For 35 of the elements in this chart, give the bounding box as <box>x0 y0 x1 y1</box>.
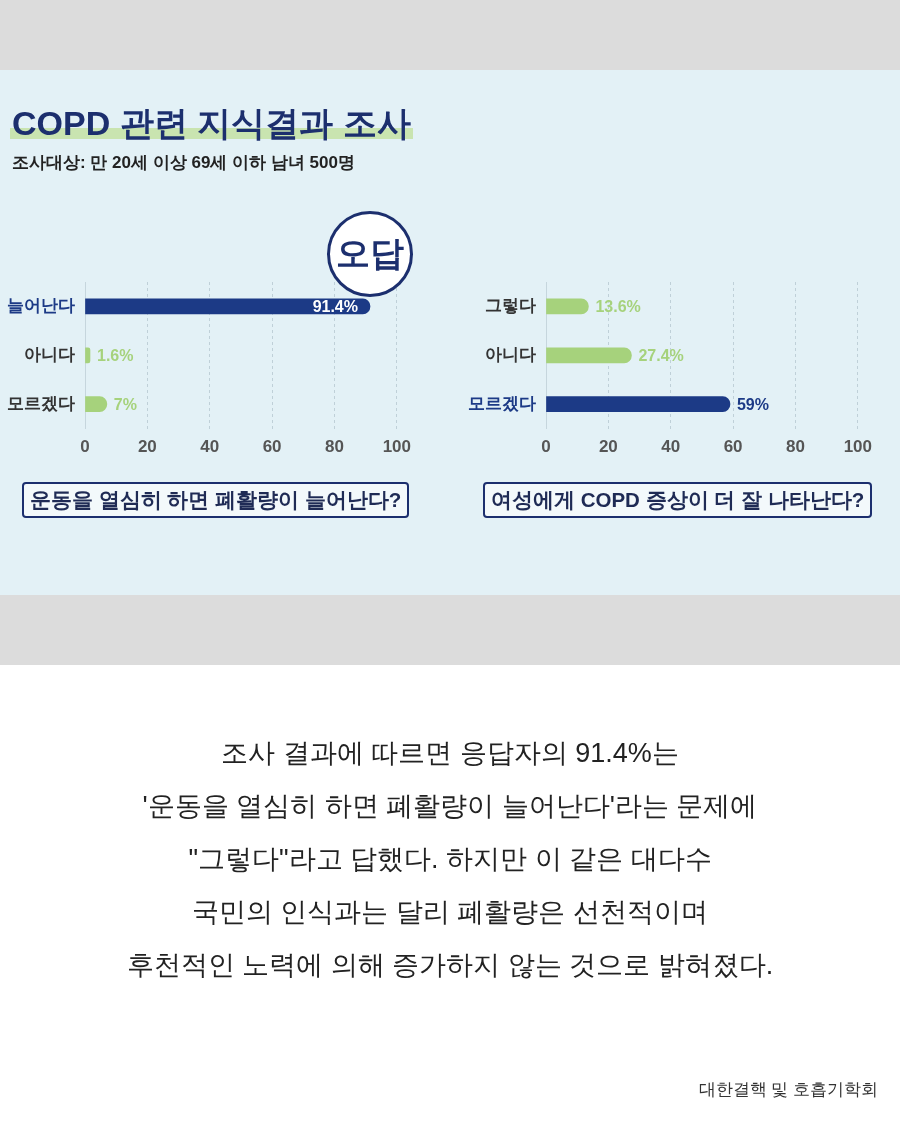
x-axis-title: 여성에게 COPD 증상이 더 잘 나타난다? <box>483 482 873 518</box>
y-tick-label: 그렇다 <box>485 296 536 316</box>
x-tick-label: 100 <box>382 437 412 457</box>
data-label: 59% <box>736 395 769 413</box>
y-tick-label: 아니다 <box>485 344 536 364</box>
x-tick-label: 40 <box>661 437 681 457</box>
x-tick-label: 60 <box>262 437 282 457</box>
x-tick-label: 20 <box>137 437 157 457</box>
bar <box>546 347 632 364</box>
text: 조사 결과에 따르면 응답자의 91.4%는 '운동을 열심히 하면 폐활량이 늘어난다'라는 문제에 "그렇다"라고 답했다. 하지만 이 같은 대다수 국민의 인식과는 달리 폐활량은 선천적이며 후천적인 노력에 의해 증가하지 않는 것으로 밝혀졌다. <box>125 737 775 982</box>
x-tick-label: 20 <box>598 437 618 457</box>
x-tick-label: 0 <box>80 437 90 457</box>
data-label: 27.4% <box>638 346 684 364</box>
x-tick-label: 80 <box>324 437 344 457</box>
bar <box>85 347 91 364</box>
x-tick-label: 60 <box>723 437 743 457</box>
x-tick-label: 80 <box>785 437 805 457</box>
chart-subtitle: 조사대상: 만 20세 이상 69세 이하 남녀 500명 <box>12 152 355 174</box>
y-tick-label: 아니다 <box>24 344 75 364</box>
bar <box>546 298 589 315</box>
x-tick-label: 0 <box>541 437 551 457</box>
y-tick-label: 늘어난다 <box>7 296 75 316</box>
y-tick-label: 모르겠다 <box>468 393 536 413</box>
data-label: 13.6% <box>595 297 641 315</box>
chart-title: COPD 관련 지식결과 조사 <box>10 104 413 142</box>
y-tick-label: 모르겠다 <box>7 393 75 413</box>
data-label: 91.4% <box>312 297 358 315</box>
data-label: 7% <box>113 395 137 413</box>
x-tick-label: 40 <box>200 437 220 457</box>
data-label: 1.6% <box>96 346 134 364</box>
x-axis-title: 운동을 열심히 하면 폐활량이 늘어난다? <box>22 482 410 518</box>
bar <box>546 396 731 412</box>
annotation: 오답 <box>336 233 404 275</box>
x-tick-label: 100 <box>843 437 873 457</box>
text: 대한결핵 및 호흡기학회 <box>698 1079 878 1101</box>
